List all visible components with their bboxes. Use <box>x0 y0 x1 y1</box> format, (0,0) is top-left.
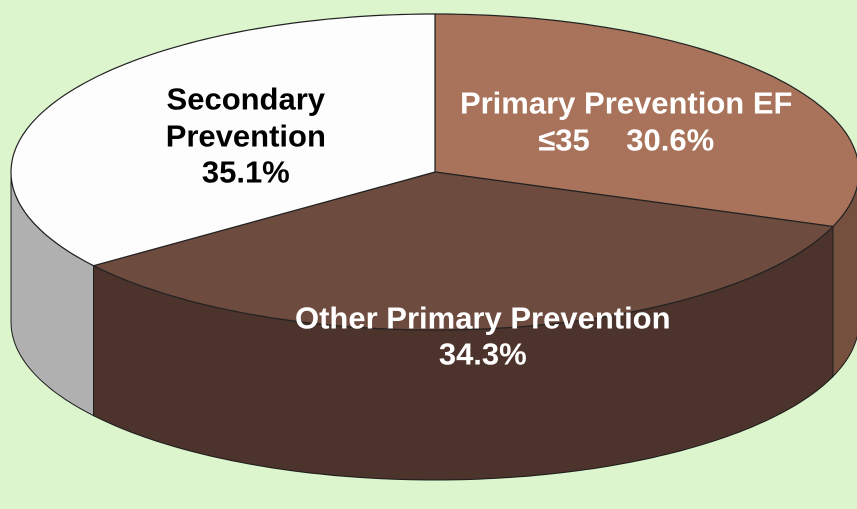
slice-side-shade <box>93 226 833 480</box>
category-label: Other Primary Prevention <box>294 300 671 336</box>
slice-label: Secondary Prevention 35.1% <box>126 82 366 191</box>
category-label: Secondary Prevention <box>165 81 326 154</box>
value-label: 35.1% <box>201 154 290 190</box>
value-label: 30.6% <box>626 122 715 158</box>
slice <box>10 13 436 267</box>
value-label: 34.3% <box>438 337 527 373</box>
category-label: Primary Prevention EF ≤35 <box>459 85 793 158</box>
slice-label: Other Primary Prevention 34.3% <box>223 301 743 374</box>
slice-side-shade <box>11 172 94 416</box>
slice-side-shade <box>833 187 857 377</box>
slice-label: Primary Prevention EF ≤35 30.6% <box>451 86 801 159</box>
slice <box>91 171 835 331</box>
slice <box>434 13 857 228</box>
